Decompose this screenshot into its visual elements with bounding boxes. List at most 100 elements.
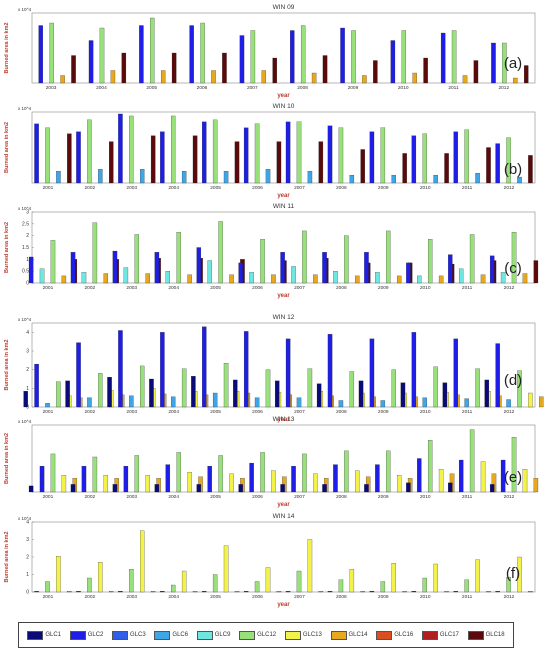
bar-glc13 <box>313 473 318 493</box>
bar-glc12 <box>87 119 92 184</box>
bar-glc2 <box>364 252 369 284</box>
bar-glc2 <box>495 343 500 408</box>
bar-glc2 <box>243 331 249 408</box>
bar-glc14 <box>261 70 267 84</box>
bar-glc2 <box>458 459 464 493</box>
bar-glc14 <box>402 591 407 593</box>
bar-glc12 <box>349 371 355 408</box>
y-tick-label: 0.5 <box>22 269 29 275</box>
x-tick-label: 2001 <box>43 285 54 291</box>
bar-glc12 <box>129 569 134 593</box>
y-exponent: x 10^4 <box>18 206 32 211</box>
bar-glc6 <box>87 397 92 408</box>
x-tick-label: 2001 <box>43 594 54 600</box>
bar-glc12 <box>45 127 50 184</box>
bar-glc12 <box>338 579 344 593</box>
bar-glc2 <box>495 143 500 184</box>
x-tick-label: 2006 <box>252 494 263 500</box>
x-tick-label: 2007 <box>294 185 305 191</box>
bar-glc12 <box>87 577 92 593</box>
bar-glc13 <box>271 470 276 493</box>
bar-glc1 <box>196 484 202 493</box>
x-axis-label: year <box>277 93 290 99</box>
plot-frame <box>31 521 536 593</box>
bar-glc18 <box>528 155 533 184</box>
panel-label: (e) <box>504 469 522 486</box>
x-tick-label: 2008 <box>336 594 347 600</box>
bar-glc6 <box>349 174 355 184</box>
bar-glc14 <box>396 275 402 284</box>
x-tick-label: 2009 <box>348 85 359 91</box>
bar-glc13 <box>187 472 192 493</box>
bar-glc12 <box>296 121 302 184</box>
x-tick-label: 2006 <box>252 285 263 291</box>
bar-glc18 <box>109 141 114 184</box>
bar-glc6 <box>391 174 396 184</box>
bar-glc14 <box>311 72 317 84</box>
bar-glc9 <box>81 272 87 284</box>
chart-title: WIN 11 <box>273 203 295 210</box>
legend-label: GLC3 <box>130 632 146 638</box>
x-tick-label: 2010 <box>420 494 431 500</box>
bar-glc14 <box>528 591 533 593</box>
bar-glc12 <box>344 235 349 284</box>
legend-item: GLC12 <box>239 630 277 640</box>
bar-glc2 <box>369 591 375 593</box>
x-tick-label: 2004 <box>168 409 179 415</box>
bar-glc14 <box>313 274 318 284</box>
bar-glc13 <box>433 563 438 593</box>
panel-label: (a) <box>504 55 522 72</box>
plot-frame <box>31 12 536 84</box>
bar-glc2 <box>390 40 396 84</box>
bar-glc6 <box>380 400 386 408</box>
bar-glc14 <box>160 70 166 84</box>
bar-glc13 <box>355 470 360 493</box>
bar-glc2 <box>243 127 249 184</box>
x-tick-label: 2009 <box>378 285 389 291</box>
legend-swatch <box>154 630 171 640</box>
bar-glc12 <box>223 363 229 408</box>
bar-glc12 <box>451 30 457 84</box>
bar-glc14 <box>234 591 240 593</box>
bar-glc2 <box>290 30 295 84</box>
bar-glc2 <box>285 121 291 184</box>
bar-glc1 <box>107 377 112 408</box>
chart-title: WIN 14 <box>273 513 295 520</box>
bar-glc12 <box>464 579 469 593</box>
x-tick-label: 2006 <box>252 185 263 191</box>
bar-glc12 <box>250 30 256 84</box>
legend-item: GLC6 <box>154 630 188 640</box>
bar-glc1 <box>238 484 243 493</box>
bar-glc2 <box>39 465 45 493</box>
x-tick-label: 2001 <box>43 185 54 191</box>
bar-glc9 <box>207 260 212 284</box>
bar-glc2 <box>34 123 39 184</box>
bar-glc2 <box>239 35 245 84</box>
bar-glc6 <box>181 171 187 184</box>
legend-label: GLC12 <box>257 632 277 638</box>
bar-glc14 <box>229 274 234 284</box>
bar-glc14 <box>513 77 518 84</box>
bar-glc12 <box>386 450 391 493</box>
x-tick-label: 2008 <box>336 409 347 415</box>
bar-glc12 <box>218 455 223 493</box>
legend-item: GLC13 <box>284 630 322 640</box>
bar-glc12 <box>506 577 511 593</box>
legend-swatch <box>467 630 484 640</box>
bar-glc14 <box>355 275 360 284</box>
bar-glc12 <box>338 127 344 184</box>
bar-glc2 <box>207 465 212 493</box>
bar-glc12 <box>49 22 54 84</box>
bar-glc18 <box>121 52 127 84</box>
bar-glc14 <box>412 72 417 84</box>
bar-glc2 <box>411 135 417 184</box>
legend-item: GLC17 <box>421 630 459 640</box>
bar-glc18 <box>373 60 378 84</box>
x-tick-label: 2011 <box>462 594 473 600</box>
bar-glc2 <box>327 334 333 408</box>
bar-glc6 <box>171 396 176 408</box>
bar-glc6 <box>223 171 229 184</box>
legend-label: GLC16 <box>394 632 414 638</box>
bar-glc2 <box>28 256 34 284</box>
legend-label: GLC9 <box>214 632 231 638</box>
